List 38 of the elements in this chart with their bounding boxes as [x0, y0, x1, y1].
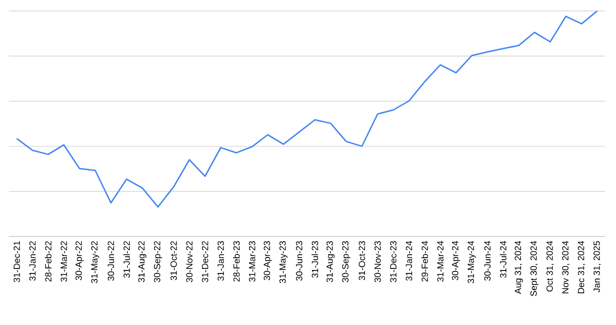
x-tick-label: 31-Aug-23	[326, 241, 335, 282]
x-tick-label: 31-Jul-23	[312, 241, 318, 278]
x-tick-label: 31-Oct-23	[358, 241, 366, 280]
x-tick-label: 28-Feb-22	[44, 241, 52, 282]
x-tick-label: 31-Mar-22	[60, 241, 68, 282]
x-tick-label: 30-Nov-22	[186, 241, 193, 282]
x-tick-label: Nov 30, 2024	[562, 241, 570, 294]
x-tick-label: 30-Jun-24	[484, 241, 491, 281]
x-tick-label: 30-Nov-23	[374, 241, 381, 282]
x-tick-label: 31-Aug-22	[138, 241, 146, 282]
x-tick-label: 31-Mar-23	[248, 241, 256, 282]
x-tick-label: 30-Sep-23	[342, 241, 350, 282]
x-tick-label: Aug 31, 2024	[514, 241, 523, 294]
x-tick-label: Sept 30, 2024	[530, 241, 539, 296]
x-tick-label: 28-Feb-23	[233, 241, 240, 282]
x-tick-label: 31-Jul-22	[123, 241, 130, 278]
x-tick-label: 31-Dec-23	[390, 241, 396, 282]
x-tick-label: 31-Dec-21	[14, 241, 20, 282]
x-tick-label: 30-Apr-22	[75, 241, 84, 280]
x-tick-label: 30-Apr-24	[452, 241, 460, 280]
x-tick-label: 31-Oct-22	[170, 241, 177, 280]
x-tick-label: 30-Jun-23	[296, 241, 302, 281]
x-tick-label: 29-Feb-24	[421, 241, 428, 282]
x-tick-label: Jan 31, 2025	[594, 241, 601, 292]
x-tick-label: 31-May-24	[468, 241, 476, 284]
x-tick-label: 31-Jul-24	[500, 241, 506, 278]
x-tick-label: 31-Mar-24	[437, 241, 444, 282]
x-tick-label: 30-Apr-23	[264, 241, 272, 280]
x-tick-label: 31-Jan-24	[406, 241, 412, 281]
x-tick-label: 31-Jan-22	[29, 241, 36, 281]
x-tick-label: 31-Dec-22	[202, 241, 208, 282]
x-tick-label: 30-Sep-22	[154, 241, 162, 282]
x-tick-label: 31-Jan-23	[218, 241, 224, 281]
x-tick-label: 31-May-22	[91, 241, 100, 284]
x-tick-label: Dec 31, 2024	[578, 241, 586, 294]
x-tick-label: Oct 31, 2024	[546, 241, 554, 292]
x-tick-label: 30-Jun-22	[108, 241, 114, 281]
x-tick-label: 31-May-23	[279, 241, 288, 284]
